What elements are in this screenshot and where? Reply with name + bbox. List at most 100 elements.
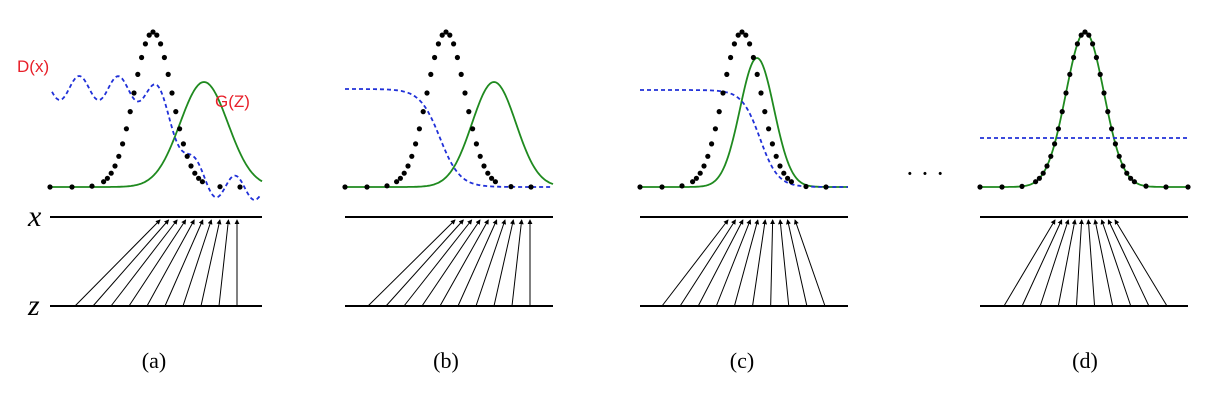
mapping-arrow — [778, 219, 790, 307]
mapping-arrow — [511, 219, 524, 307]
ellipsis: · · · — [906, 159, 945, 188]
generator-label: G(Z) — [215, 92, 250, 111]
data-point — [131, 90, 137, 96]
data-point — [451, 41, 457, 47]
data-point — [1090, 41, 1096, 47]
data-point — [89, 183, 95, 189]
data-point — [135, 71, 141, 77]
data-point — [1163, 184, 1169, 190]
data-point — [428, 71, 434, 77]
data-point — [1112, 141, 1118, 147]
z-axis-label: z — [27, 289, 40, 322]
data-point — [342, 184, 348, 190]
data-point — [1185, 184, 1191, 190]
panel-a — [47, 29, 263, 307]
data-point — [693, 175, 700, 181]
mapping-arrow — [439, 219, 489, 307]
data-point — [477, 153, 483, 159]
data-point — [481, 163, 487, 169]
data-point — [701, 163, 707, 169]
data-point — [747, 41, 753, 47]
data-point — [139, 54, 145, 61]
data-point — [773, 153, 779, 159]
data-point — [413, 141, 419, 147]
data-point — [785, 175, 791, 181]
data-point — [1055, 126, 1061, 132]
data-point — [169, 90, 175, 96]
data-point — [743, 32, 749, 38]
data-point — [458, 71, 464, 77]
caption-c: (c) — [730, 348, 754, 373]
mapping-arrow — [200, 219, 222, 307]
caption-d: (d) — [1072, 348, 1098, 373]
data-point — [409, 153, 415, 159]
data-point — [473, 141, 479, 147]
data-point — [161, 54, 167, 61]
data-point — [977, 184, 983, 190]
data-point — [1078, 32, 1084, 38]
data-point — [1019, 183, 1025, 189]
panel-d — [977, 29, 1191, 307]
data-point — [397, 175, 403, 181]
data-point — [180, 141, 186, 147]
data-point — [1105, 109, 1111, 115]
data-point — [705, 153, 711, 159]
data-point — [1033, 179, 1039, 185]
data-point — [485, 170, 491, 176]
discriminator-curve-b — [345, 88, 553, 188]
data-point — [420, 109, 426, 115]
data-point — [637, 184, 643, 190]
data-point — [712, 126, 719, 132]
data-point — [1063, 90, 1069, 96]
mapping-arrow — [715, 219, 752, 307]
mapping-arrow — [1021, 219, 1063, 307]
data-point — [1036, 175, 1042, 181]
data-point — [394, 179, 400, 185]
mapping-arrow — [457, 219, 498, 307]
data-point — [1048, 153, 1054, 159]
x-axis-label: x — [27, 200, 42, 233]
mapping-arrow — [218, 219, 231, 307]
data-point — [120, 141, 126, 147]
mapping-arrow — [1086, 219, 1096, 307]
data-point — [1124, 170, 1130, 176]
data-point — [728, 54, 734, 61]
data-point — [739, 29, 745, 35]
data-point — [101, 179, 107, 185]
discriminator-label: D(x) — [17, 57, 49, 76]
data-point — [443, 29, 449, 35]
mapping-arrow — [697, 219, 744, 307]
mapping-arrow — [1114, 219, 1168, 307]
panels-group — [47, 29, 1191, 307]
panel-b — [342, 29, 554, 307]
mapping-arrow — [1003, 219, 1056, 307]
data-point — [766, 126, 772, 132]
data-point — [679, 183, 685, 189]
mapping-arrow — [1075, 219, 1084, 307]
data-point — [439, 32, 445, 38]
data-point — [466, 109, 472, 115]
data-point — [716, 109, 722, 115]
data-point — [788, 179, 795, 185]
data-point — [405, 163, 411, 169]
data-point — [1128, 175, 1134, 181]
mapping-arrow — [385, 219, 464, 307]
data-point — [1109, 126, 1115, 132]
data-point — [735, 32, 741, 38]
data-point — [384, 183, 390, 189]
discriminator-curve-c — [640, 89, 848, 188]
mapping-arrow — [475, 219, 507, 307]
data-point — [489, 175, 495, 181]
mapping-arrow — [182, 219, 213, 307]
data-point — [454, 54, 460, 61]
data-point — [69, 184, 75, 190]
mapping-arrow — [164, 219, 204, 307]
data-point — [781, 170, 787, 176]
data-point — [150, 29, 156, 35]
mapping-arrow — [752, 219, 768, 307]
data-point — [803, 183, 809, 190]
data-point — [1040, 170, 1046, 176]
data-point — [999, 184, 1005, 190]
data-point — [47, 184, 53, 190]
mapping-arrow — [1039, 219, 1070, 307]
